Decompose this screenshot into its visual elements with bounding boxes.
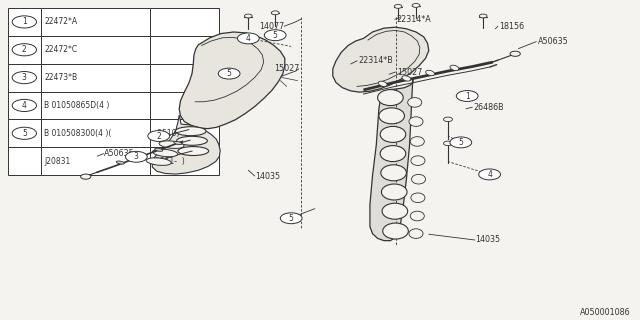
Polygon shape	[370, 78, 413, 241]
Circle shape	[12, 44, 36, 56]
Text: A50635: A50635	[104, 149, 135, 158]
Circle shape	[444, 117, 452, 122]
Circle shape	[412, 4, 420, 7]
Text: 1: 1	[22, 17, 27, 27]
Ellipse shape	[411, 156, 425, 165]
Bar	[8, 64, 219, 92]
Ellipse shape	[381, 184, 407, 200]
Ellipse shape	[426, 70, 435, 76]
Ellipse shape	[380, 126, 406, 142]
Bar	[8, 119, 219, 147]
Text: 22473*B: 22473*B	[44, 73, 77, 82]
Ellipse shape	[408, 98, 422, 107]
Circle shape	[479, 169, 500, 180]
Ellipse shape	[178, 147, 209, 156]
Ellipse shape	[379, 108, 404, 124]
Text: 2: 2	[156, 132, 161, 140]
Circle shape	[450, 137, 472, 148]
Ellipse shape	[177, 136, 207, 145]
Text: (9511-  ): (9511- )	[152, 156, 185, 166]
Ellipse shape	[159, 141, 184, 148]
Ellipse shape	[380, 146, 406, 162]
Ellipse shape	[381, 165, 406, 181]
Ellipse shape	[383, 223, 408, 239]
Text: A50635: A50635	[538, 37, 568, 46]
Ellipse shape	[155, 148, 163, 151]
Ellipse shape	[152, 149, 178, 157]
Circle shape	[12, 16, 36, 28]
Circle shape	[12, 100, 36, 112]
Text: 14077: 14077	[260, 22, 285, 31]
Text: -9510): -9510)	[152, 129, 180, 138]
Ellipse shape	[382, 203, 408, 219]
Circle shape	[237, 33, 259, 44]
Circle shape	[218, 68, 240, 79]
Text: 4: 4	[487, 170, 492, 179]
Polygon shape	[333, 27, 429, 92]
Ellipse shape	[174, 141, 182, 145]
Text: B 010508300(4 )(: B 010508300(4 )(	[44, 129, 111, 138]
Circle shape	[264, 30, 286, 41]
Circle shape	[456, 91, 478, 101]
Circle shape	[12, 72, 36, 84]
Bar	[8, 147, 219, 175]
Circle shape	[81, 174, 91, 179]
Circle shape	[148, 131, 170, 141]
Polygon shape	[179, 32, 285, 129]
Bar	[8, 92, 219, 119]
Ellipse shape	[410, 137, 424, 146]
Ellipse shape	[146, 158, 172, 165]
Ellipse shape	[378, 90, 403, 106]
Ellipse shape	[378, 81, 387, 86]
Circle shape	[12, 127, 36, 140]
Text: A050001086: A050001086	[580, 308, 630, 317]
Circle shape	[125, 151, 147, 162]
Text: 14035: 14035	[475, 236, 500, 244]
Bar	[8, 8, 219, 36]
Text: B 01050865D(4 ): B 01050865D(4 )	[44, 101, 109, 110]
Text: 14035: 14035	[255, 172, 280, 180]
Circle shape	[280, 213, 302, 224]
Text: 5: 5	[289, 214, 294, 223]
Circle shape	[244, 14, 252, 18]
Polygon shape	[152, 115, 220, 174]
Ellipse shape	[450, 65, 459, 70]
Ellipse shape	[116, 161, 124, 164]
Text: 22472*A: 22472*A	[44, 17, 77, 27]
Text: 4: 4	[246, 34, 251, 43]
Text: 5: 5	[273, 31, 278, 40]
Text: 18156: 18156	[499, 22, 524, 31]
Ellipse shape	[411, 193, 425, 203]
Ellipse shape	[412, 174, 426, 184]
Bar	[8, 36, 219, 64]
Ellipse shape	[175, 127, 206, 136]
Text: 1: 1	[465, 92, 470, 100]
Circle shape	[394, 4, 402, 8]
Text: J20831: J20831	[44, 156, 70, 166]
Text: 4: 4	[22, 101, 27, 110]
Text: 15027: 15027	[397, 68, 422, 76]
Text: 3: 3	[22, 73, 27, 82]
Circle shape	[479, 14, 487, 18]
Text: 22472*C: 22472*C	[44, 45, 77, 54]
Text: 22314*B: 22314*B	[358, 56, 393, 65]
Text: 15027: 15027	[274, 64, 300, 73]
Text: 5: 5	[22, 129, 27, 138]
Circle shape	[510, 51, 520, 56]
Text: 22314*A: 22314*A	[397, 15, 431, 24]
Ellipse shape	[409, 117, 423, 126]
Text: 5: 5	[458, 138, 463, 147]
Text: 2: 2	[22, 45, 27, 54]
Circle shape	[444, 141, 452, 146]
Ellipse shape	[410, 211, 424, 221]
Text: 5: 5	[227, 69, 232, 78]
Text: 3: 3	[134, 152, 139, 161]
Text: 26486B: 26486B	[474, 103, 504, 112]
Circle shape	[271, 11, 279, 15]
Ellipse shape	[402, 76, 411, 81]
Ellipse shape	[136, 155, 143, 158]
Ellipse shape	[409, 229, 423, 238]
